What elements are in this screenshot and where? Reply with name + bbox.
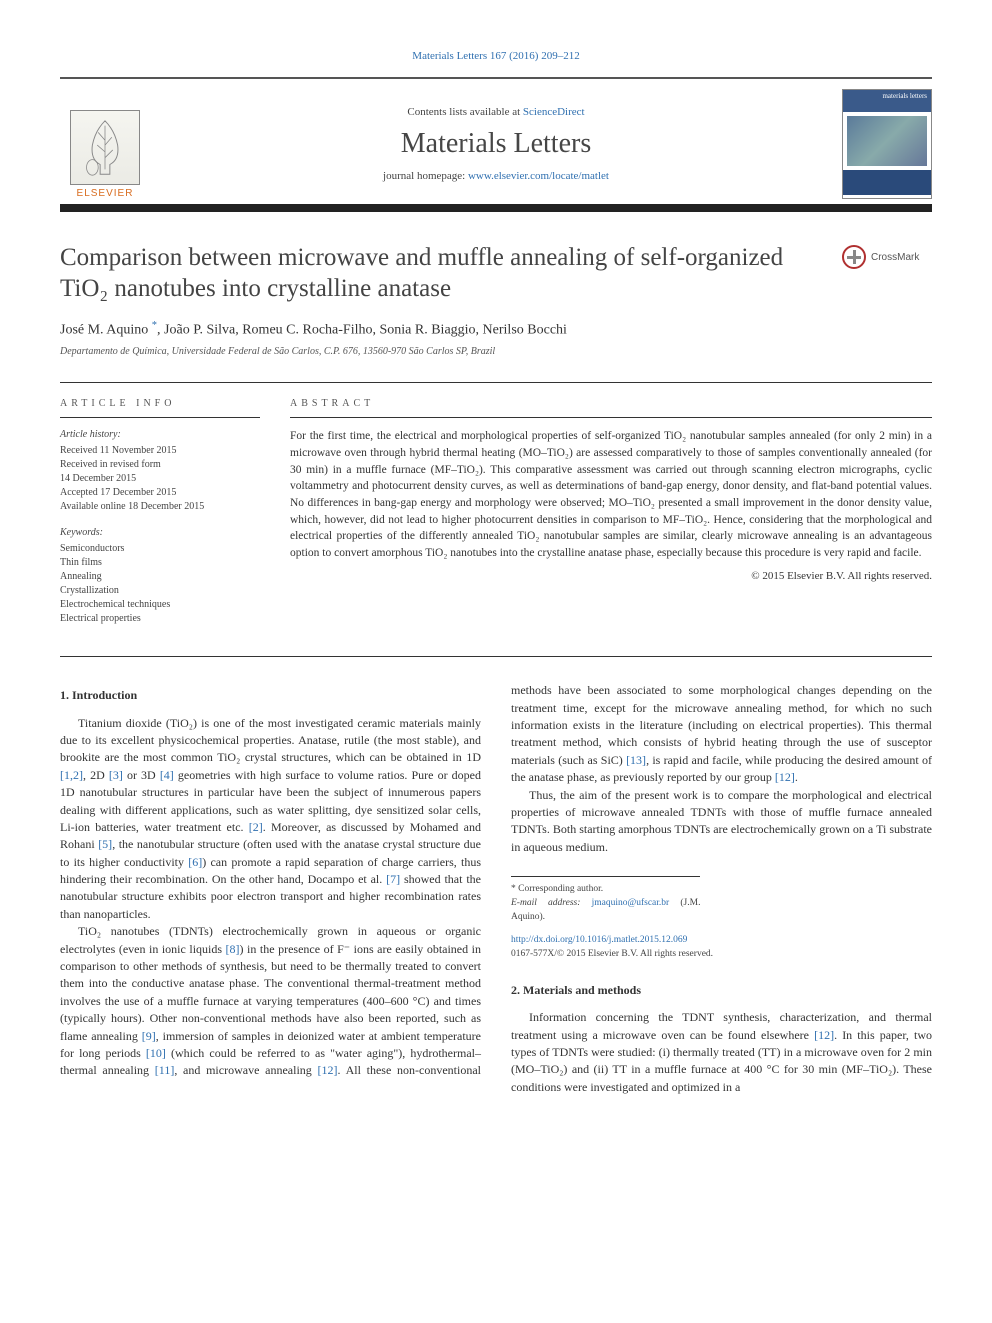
keyword: Crystallization	[60, 584, 260, 598]
section-1-heading: 1. Introduction	[60, 687, 481, 704]
crossmark-label: CrossMark	[871, 252, 919, 263]
homepage-line: journal homepage: www.elsevier.com/locat…	[150, 170, 842, 182]
email-line: E-mail address: jmaquino@ufscar.br (J.M.…	[511, 897, 700, 925]
doi-block: http://dx.doi.org/10.1016/j.matlet.2015.…	[511, 934, 932, 962]
affiliation: Departamento de Química, Universidade Fe…	[60, 346, 932, 357]
body-paragraph: Information concerning the TDNT synthesi…	[511, 1009, 932, 1096]
section-2-heading: 2. Materials and methods	[511, 982, 932, 999]
cover-bottom	[843, 170, 931, 195]
abstract-column: ABSTRACT For the first time, the electri…	[290, 398, 932, 626]
abstract-body: For the first time, the electrical and m…	[290, 428, 932, 561]
contents-line: Contents lists available at ScienceDirec…	[150, 106, 842, 118]
homepage-link[interactable]: www.elsevier.com/locate/matlet	[468, 170, 609, 182]
crossmark-badge[interactable]: CrossMark	[842, 242, 932, 272]
history-line: Received in revised form	[60, 458, 260, 472]
article-info-head: ARTICLE INFO	[60, 398, 260, 418]
abstract-copyright: © 2015 Elsevier B.V. All rights reserved…	[290, 570, 932, 582]
body-two-column: 1. Introduction Titanium dioxide (TiO₂) …	[60, 682, 932, 1096]
body-paragraph: Titanium dioxide (TiO₂) is one of the mo…	[60, 715, 481, 924]
sciencedirect-link[interactable]: ScienceDirect	[523, 106, 585, 118]
journal-name: Materials Letters	[150, 128, 842, 160]
history-line: Accepted 17 December 2015	[60, 486, 260, 500]
elsevier-logo: ELSEVIER	[60, 89, 150, 199]
keyword: Semiconductors	[60, 542, 260, 556]
keywords-block: Keywords: Semiconductors Thin films Anne…	[60, 526, 260, 626]
doi-link[interactable]: http://dx.doi.org/10.1016/j.matlet.2015.…	[511, 935, 687, 945]
keywords-label: Keywords:	[60, 526, 260, 540]
section-divider	[60, 656, 932, 657]
keyword: Electrochemical techniques	[60, 598, 260, 612]
page-root: Materials Letters 167 (2016) 209–212 ELS…	[0, 0, 992, 1136]
authors-line: José M. Aquino *, João P. Silva, Romeu C…	[60, 320, 932, 339]
corresponding-author-note: * Corresponding author.	[511, 883, 700, 897]
crossmark-icon	[842, 245, 866, 269]
abstract-head: ABSTRACT	[290, 398, 932, 418]
contents-prefix: Contents lists available at	[407, 106, 522, 118]
email-label: E-mail address:	[511, 898, 592, 908]
banner-center: Contents lists available at ScienceDirec…	[150, 89, 842, 199]
info-abstract-row: ARTICLE INFO Article history: Received 1…	[60, 382, 932, 626]
history-block: Article history: Received 11 November 20…	[60, 428, 260, 514]
cover-image	[847, 116, 927, 166]
footnote-block: * Corresponding author. E-mail address: …	[511, 876, 700, 924]
homepage-prefix: journal homepage:	[383, 170, 468, 182]
history-line: Available online 18 December 2015	[60, 500, 260, 514]
author-email-link[interactable]: jmaquino@ufscar.br	[592, 898, 670, 908]
article-title: Comparison between microwave and muffle …	[60, 242, 822, 305]
cover-title: materials letters	[843, 90, 931, 112]
keyword: Annealing	[60, 570, 260, 584]
issn-line: 0167-577X/© 2015 Elsevier B.V. All right…	[511, 948, 932, 962]
keyword: Electrical properties	[60, 612, 260, 626]
article-info-column: ARTICLE INFO Article history: Received 1…	[60, 398, 260, 626]
journal-cover-thumb: materials letters	[842, 89, 932, 199]
title-row: Comparison between microwave and muffle …	[60, 242, 932, 305]
journal-header-banner: ELSEVIER Contents lists available at Sci…	[60, 77, 932, 212]
history-label: Article history:	[60, 428, 260, 442]
elsevier-tree-icon	[70, 110, 140, 185]
keyword: Thin films	[60, 556, 260, 570]
body-paragraph: Thus, the aim of the present work is to …	[511, 787, 932, 857]
top-citation: Materials Letters 167 (2016) 209–212	[60, 50, 932, 62]
history-line: 14 December 2015	[60, 472, 260, 486]
elsevier-label: ELSEVIER	[77, 188, 134, 199]
history-line: Received 11 November 2015	[60, 444, 260, 458]
